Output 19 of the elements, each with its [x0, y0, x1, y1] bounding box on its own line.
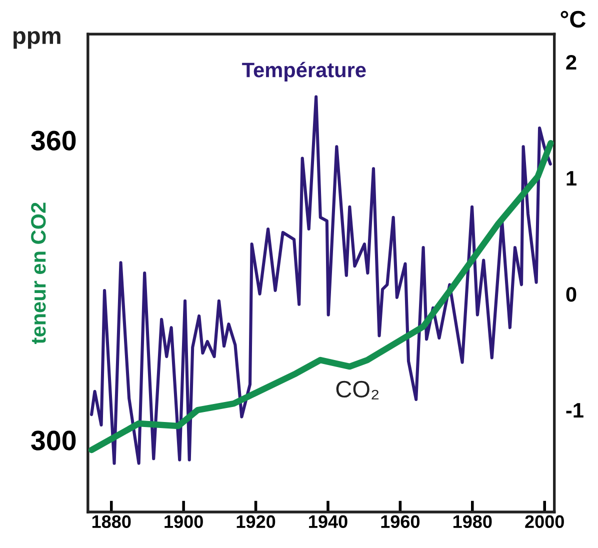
y-tick-label: 300: [31, 430, 76, 450]
series-label: CO₂: [336, 380, 379, 400]
y2-tick-label: 2: [566, 54, 576, 70]
x-tick-label: 1940: [309, 515, 348, 528]
y2-tick-label: 0: [566, 286, 576, 302]
y-axis-title: teneur en CO2: [31, 202, 46, 344]
line-series: [90, 95, 552, 465]
y2-tick-label: -1: [566, 403, 584, 418]
x-tick-label: 1880: [92, 515, 131, 528]
text: ppm: [14, 31, 60, 49]
x-tick-label: 1920: [236, 515, 276, 528]
series-label: Température: [242, 62, 366, 82]
x-tick-label: 1960: [381, 515, 420, 528]
x-tick-label: 2000: [525, 515, 564, 528]
y-tick-label: 360: [31, 130, 76, 150]
x-tick-label: 1900: [164, 515, 203, 528]
y2-tick-label: 1: [566, 171, 576, 186]
y2-axis-title: °C: [560, 10, 586, 28]
x-tick-label: 1980: [453, 515, 492, 528]
